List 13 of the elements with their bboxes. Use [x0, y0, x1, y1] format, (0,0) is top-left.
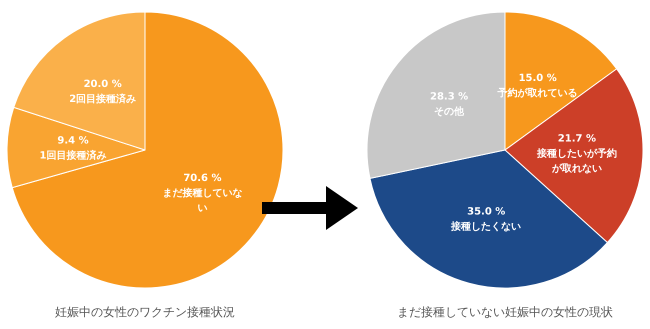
slice-label: まだ接種していない — [162, 186, 242, 214]
data-label: 70.6 % — [183, 172, 222, 184]
data-label: 15.0 % — [518, 72, 557, 84]
data-label: 20.0 % — [84, 78, 122, 90]
slice-label: 接種したくない — [450, 220, 522, 233]
slice-label: 2回目接種済み — [69, 92, 136, 105]
data-label: 9.4 % — [57, 136, 89, 147]
text: まだ接種していない妊娠中の女性の現状 — [397, 305, 613, 319]
data-label: 35.0 % — [467, 206, 506, 218]
text: 妊娠中の女性のワクチン接種状況 — [55, 305, 235, 319]
slice-label: 1回目接種済み — [40, 150, 106, 162]
data-label: 21.7 % — [558, 133, 596, 144]
slice-label: 接種したいが予約が取れない — [536, 147, 617, 174]
